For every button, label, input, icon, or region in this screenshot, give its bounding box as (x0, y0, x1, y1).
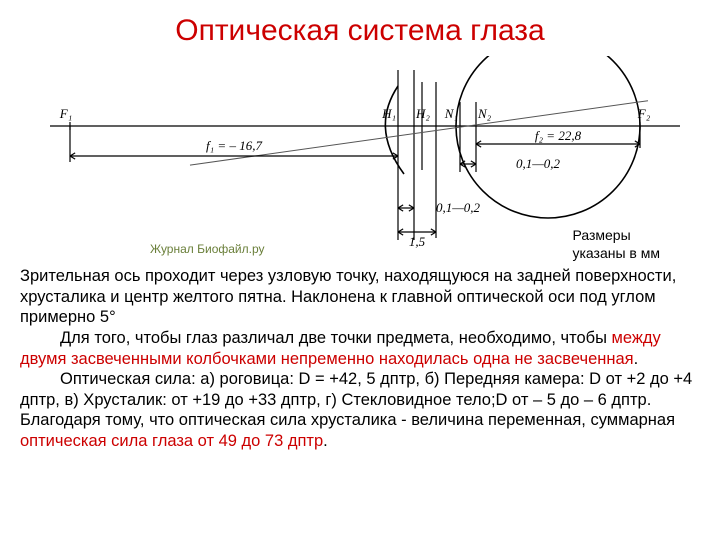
p2b: . (634, 350, 639, 368)
p3b: . (323, 432, 328, 450)
p2a: Для того, чтобы глаз различал две точки … (60, 329, 612, 347)
svg-text:N₂: N₂ (477, 106, 492, 121)
diagram-caption: Размеры указаны в мм (572, 227, 660, 262)
page-title: Оптическая система глаза (20, 14, 700, 48)
caption-line1: Размеры (572, 227, 630, 243)
body-text: Зрительная ось проходит через узловую то… (20, 266, 700, 452)
svg-text:F₂: F₂ (637, 106, 651, 121)
svg-text:f₂ = 22,8: f₂ = 22,8 (535, 128, 582, 143)
optical-diagram: F₁ H₁ H₂ N₁ N₂ F₂ f₁ = – 16,7 f₂ = 22,8 0,1—0,2 0… (30, 56, 690, 256)
caption-line2: указаны в мм (572, 245, 660, 261)
p3-highlight: оптическая сила глаза от 49 до 73 дптр (20, 432, 323, 450)
svg-text:0,1—0,2: 0,1—0,2 (436, 200, 481, 215)
watermark: Журнал Биофайл.ру (150, 242, 265, 256)
svg-text:N₁: N₁ (444, 106, 458, 121)
svg-text:1,5: 1,5 (409, 234, 426, 249)
svg-text:H₁: H₁ (381, 106, 396, 121)
p3a: Оптическая сила: а) роговица: D = +42, 5… (20, 370, 692, 429)
svg-text:0,1—0,2: 0,1—0,2 (516, 156, 561, 171)
svg-text:f₁ = – 16,7: f₁ = – 16,7 (206, 138, 262, 153)
p1: Зрительная ось проходит через узловую то… (20, 267, 676, 326)
svg-text:H₂: H₂ (415, 106, 430, 121)
diagram-svg: F₁ H₁ H₂ N₁ N₂ F₂ f₁ = – 16,7 f₂ = 22,8 0,1—0,2 0… (30, 56, 690, 256)
svg-text:F₁: F₁ (59, 106, 72, 121)
